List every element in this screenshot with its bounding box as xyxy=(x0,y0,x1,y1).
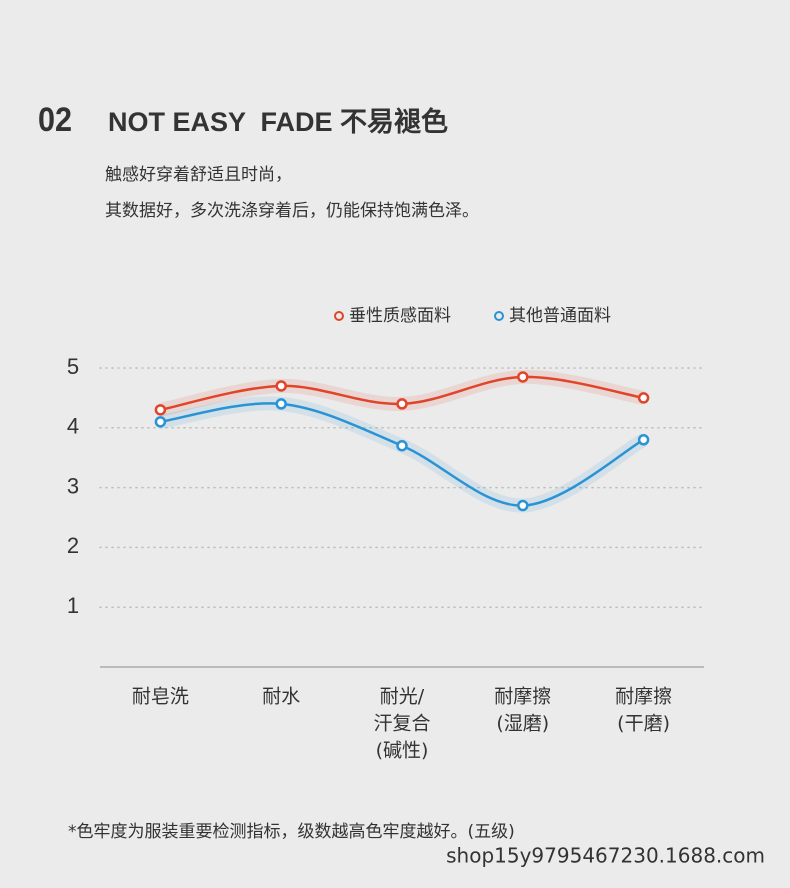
y-tick-label: 4 xyxy=(67,414,79,439)
y-tick-label: 1 xyxy=(67,593,79,618)
point xyxy=(637,392,650,404)
point xyxy=(154,416,167,428)
section-number: 02 xyxy=(38,101,72,139)
y-tick-label: 2 xyxy=(67,533,79,558)
legend-label: 垂性质感面料 xyxy=(349,306,451,326)
point xyxy=(275,380,287,392)
x-tick-label: 耐光/ xyxy=(380,686,425,708)
point xyxy=(154,404,167,416)
point xyxy=(517,499,529,512)
x-tick-label: (干磨) xyxy=(617,713,670,735)
x-tick-label: 耐摩擦 xyxy=(615,686,672,708)
x-tick-label: (湿磨) xyxy=(496,713,549,735)
watermark: shop15y9795467230.1688.com xyxy=(446,844,765,868)
point xyxy=(637,434,650,446)
subtitle: 触感好穿着舒适且时尚， xyxy=(105,165,292,185)
point xyxy=(275,398,287,410)
point xyxy=(396,439,408,452)
y-tick-label: 5 xyxy=(67,354,79,379)
x-tick-label: 汗复合 xyxy=(373,713,430,735)
y-tick-label: 3 xyxy=(67,473,79,498)
legend-marker xyxy=(494,311,504,321)
point xyxy=(396,398,408,410)
legend-label: 其他普通面料 xyxy=(509,306,611,326)
x-tick-label: (碱性) xyxy=(376,740,429,762)
x-tick-label: 耐摩擦 xyxy=(494,686,551,708)
point xyxy=(517,371,529,383)
x-tick-label: 耐皂洗 xyxy=(132,686,189,708)
legend-marker xyxy=(334,311,344,321)
subtitle: 其数据好，多次洗涤穿着后，仍能保持饱满色泽。 xyxy=(105,201,479,221)
footnote: *色牢度为服装重要检测指标，级数越高色牢度越好。(五级) xyxy=(68,822,515,842)
x-tick-label: 耐水 xyxy=(262,686,300,708)
chart-title: NOT EASY FADE 不易褪色 xyxy=(108,106,448,137)
